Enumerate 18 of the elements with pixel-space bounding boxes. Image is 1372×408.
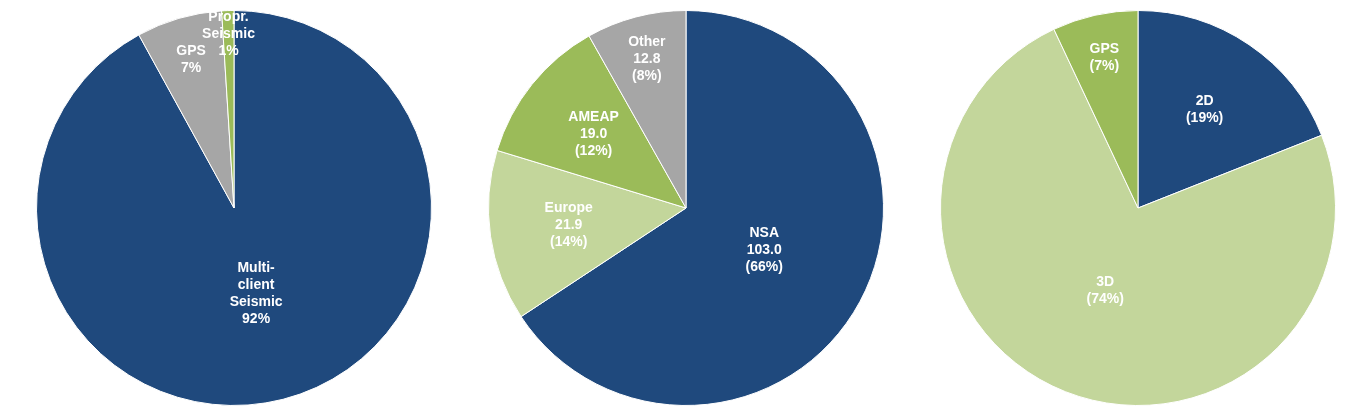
slice-label: NSA	[749, 224, 780, 241]
data-label: 21.9 (14%)	[550, 215, 588, 249]
slice-label: GPS	[1089, 40, 1120, 57]
data-label: 92%	[242, 310, 271, 327]
data-label: 7%	[180, 59, 202, 76]
slice-label: GPS	[176, 42, 206, 59]
slice-label: Multi-client Seismic	[229, 259, 283, 310]
data-label: (74%)	[1086, 289, 1124, 306]
slice-label: Europe	[544, 198, 594, 215]
data-label: (19%)	[1185, 109, 1224, 126]
slice-label: AMEAP	[568, 107, 619, 124]
data-label: 12.8 (8%)	[632, 49, 662, 83]
slice-label: 2D	[1195, 92, 1214, 109]
slice-label: Other	[628, 32, 667, 49]
data-label: 19.0 (12%)	[574, 124, 613, 158]
slice-label: 3D	[1096, 272, 1115, 289]
data-label: 103.0 (66%)	[745, 241, 783, 275]
data-label: (7%)	[1089, 57, 1120, 74]
